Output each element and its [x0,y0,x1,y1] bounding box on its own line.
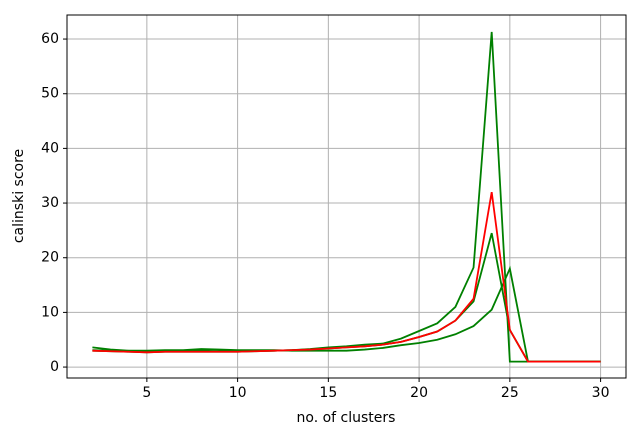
x-axis-label: no. of clusters [297,410,396,426]
y-tick-label: 20 [41,250,59,266]
x-tick-label: 15 [319,385,337,401]
x-tick-label: 10 [229,385,247,401]
y-tick-label: 10 [41,304,59,320]
plot-frame [66,14,627,379]
y-tick-label: 0 [50,359,59,375]
x-tick-label: 30 [592,385,610,401]
y-tick-label: 60 [41,31,59,47]
x-tick-label: 25 [501,385,519,401]
y-tick-label: 50 [41,86,59,102]
x-tick-label: 5 [142,385,151,401]
x-tick-label: 20 [410,385,428,401]
series-line [92,191,601,363]
y-axis-label: calinski score [11,149,27,243]
y-tick-label: 30 [41,195,59,211]
series-line [92,265,601,363]
y-tick-label: 40 [41,140,59,156]
